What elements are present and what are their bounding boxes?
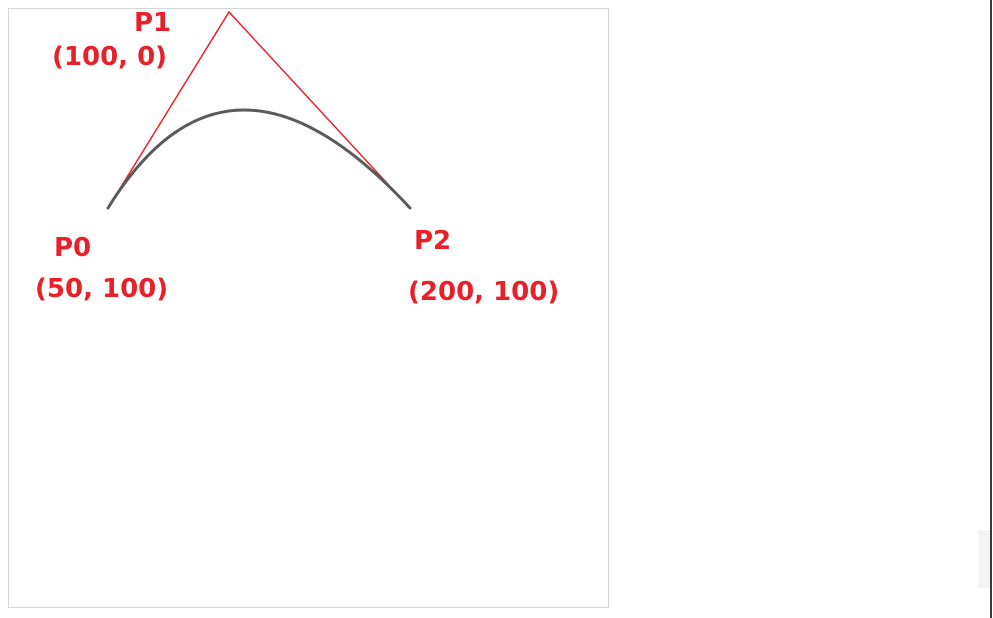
p0-coord-label: (50, 100): [35, 274, 168, 304]
window-edge: [990, 0, 992, 618]
bezier-curve: [106, 108, 412, 210]
drawing-canvas: [8, 8, 609, 608]
p1-name-label: P1: [134, 8, 171, 38]
scrollbar-track: [978, 530, 990, 588]
p2-name-label: P2: [414, 226, 451, 256]
p2-coord-label: (200, 100): [408, 277, 559, 307]
p1-coord-label: (100, 0): [52, 42, 167, 72]
control-polygon: [107, 10, 411, 209]
p0-name-label: P0: [54, 233, 91, 263]
